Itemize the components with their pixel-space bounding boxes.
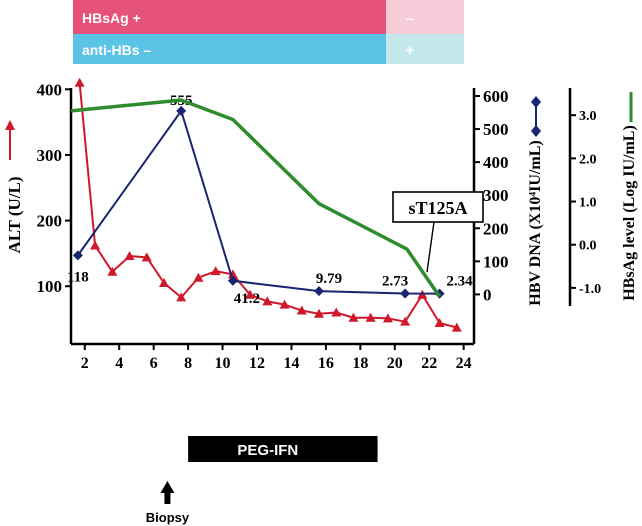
biopsy-label: Biopsy [146,510,190,525]
x-tick-label: 4 [115,355,123,372]
alt-point [365,312,376,322]
alt-point [107,266,118,276]
dna-data-label: 9.79 [316,271,342,287]
ticks-layer: 2 4 6 8 10 12 14 16 18 20 22 2410020030040001002003… [37,80,602,372]
dna-data-label: 41.2 [234,291,260,307]
alt-point [159,277,169,287]
alt-point [382,313,393,323]
alt-point [193,272,204,282]
alt-tick-label: 200 [37,212,63,231]
treatment-label: PEG-IFN [237,442,298,459]
alt-tick-label: 100 [37,277,63,296]
x-tick-label: 2 [81,355,89,372]
x-tick-label: 14 [283,355,299,372]
x-tick-label: 10 [215,355,231,372]
legend-markers [5,92,633,160]
alt-point [348,312,359,322]
alt-tick-label: 300 [37,146,63,165]
dna-legend-marker [531,96,541,137]
dna-tick-label: 200 [483,219,509,238]
mutation-callout-pointer [426,221,435,273]
x-tick-label: 24 [456,355,472,372]
x-tick-label: 12 [249,355,265,372]
alt-point [227,269,238,279]
hbsag-status-after-label: – [406,10,414,26]
dna-tick-label: 500 [483,120,509,139]
mutation-callout-box [392,191,484,223]
x-tick-label: 8 [184,355,192,372]
antihbs-status-label: anti-HBs – [82,42,151,58]
dna-axis-label: HBV DNA (X10⁴IU/mL) [527,140,544,305]
alt-legend-marker [5,120,15,160]
x-tick-label: 16 [318,355,334,372]
x-tick-label: 20 [387,355,403,372]
alt-point [74,77,85,87]
dna-series-line [77,109,440,295]
dna-point [400,288,411,299]
alt-point [296,305,307,315]
dna-tick-label: 0 [483,285,492,304]
hbsag-tick-label: 2.0 [579,152,597,167]
alt-point [245,289,256,299]
hbsag-tick-label: 0.0 [579,239,597,254]
dna-tick-label: 600 [483,87,509,106]
dna-point [72,250,83,261]
treatment-period: PEG-IFN [188,436,378,462]
alt-point [331,307,342,317]
dna-data-label: 118 [67,269,89,285]
x-tick-label: 18 [352,355,368,372]
dna-point [227,275,238,286]
dna-data-label: 2.34 [446,274,473,290]
hbsag-bar-negative [386,0,464,34]
biopsy-marker: Biopsy [146,481,190,525]
hbsag-series-line [70,98,441,298]
dna-tick-label: 300 [483,186,509,205]
status-bars: HBsAg + – anti-HBs – + [73,0,464,64]
mutation-callout-label: sT125A [408,198,467,218]
alt-point [314,308,324,318]
hbsag-tick-label: 1.0 [579,196,597,211]
alt-point [124,251,135,261]
dna-point [314,286,324,297]
alt-point [141,252,152,262]
alt-axis-label: ALT (U/L) [5,177,24,254]
alt-point [210,266,221,276]
alt-point [434,317,445,327]
antihbs-bar-positive [386,34,464,64]
mutation-callout: sT125A [392,191,484,273]
hbsag-tick-label: -1.0 [579,282,601,297]
antihbs-bar-negative [73,34,387,64]
hbsag-tick-label: 3.0 [579,109,597,124]
hbsag-bar-positive [73,0,387,34]
hbsag-axis-label: HBsAg level (Log IU/mL) [621,125,638,301]
alt-point [451,322,462,332]
alt-point [279,299,290,309]
x-tick-label: 22 [421,355,437,372]
hbsag-status-label: HBsAg + [82,10,141,26]
x-tick-label: 6 [150,355,158,372]
dna-point [176,105,187,116]
treatment-bar [188,436,378,462]
dna-data-label: 2.73 [382,273,408,289]
dna-tick-label: 400 [483,153,509,172]
alt-tick-label: 400 [37,80,63,99]
alt-point [90,240,101,250]
biopsy-arrow [160,481,175,504]
alt-point [262,296,273,306]
dna-tick-label: 100 [483,252,509,271]
alt-point [400,316,411,326]
alt-point [176,292,187,302]
antihbs-status-after-label: + [406,42,414,58]
